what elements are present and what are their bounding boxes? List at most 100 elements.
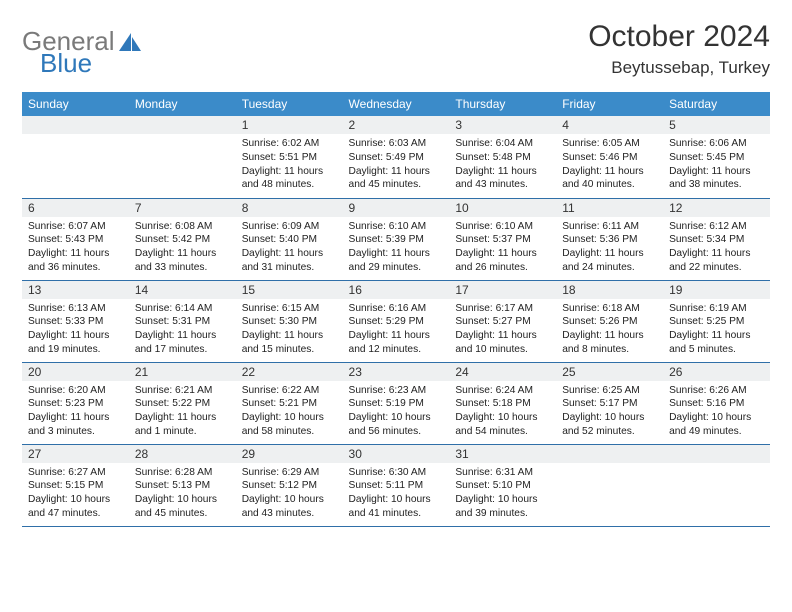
calendar-week: 6Sunrise: 6:07 AMSunset: 5:43 PMDaylight… [22, 198, 770, 280]
day-number: 7 [129, 199, 236, 217]
day-details: Sunrise: 6:16 AMSunset: 5:29 PMDaylight:… [343, 299, 450, 361]
daylight-text: Daylight: 11 hours and 31 minutes. [242, 247, 337, 275]
day-number: 31 [449, 445, 556, 463]
day-number [22, 116, 129, 134]
daylight-text: Daylight: 10 hours and 58 minutes. [242, 411, 337, 439]
weekday-header: Sunday [22, 92, 129, 116]
day-details: Sunrise: 6:10 AMSunset: 5:37 PMDaylight:… [449, 217, 556, 279]
daylight-text: Daylight: 11 hours and 15 minutes. [242, 329, 337, 357]
calendar-cell: 20Sunrise: 6:20 AMSunset: 5:23 PMDayligh… [22, 362, 129, 444]
sunset-text: Sunset: 5:36 PM [562, 233, 657, 247]
calendar-table: SundayMondayTuesdayWednesdayThursdayFrid… [22, 92, 770, 527]
calendar-cell: 3Sunrise: 6:04 AMSunset: 5:48 PMDaylight… [449, 116, 556, 198]
sunrise-text: Sunrise: 6:06 AM [669, 137, 764, 151]
calendar-week: 27Sunrise: 6:27 AMSunset: 5:15 PMDayligh… [22, 444, 770, 526]
calendar-cell: 10Sunrise: 6:10 AMSunset: 5:37 PMDayligh… [449, 198, 556, 280]
daylight-text: Daylight: 11 hours and 5 minutes. [669, 329, 764, 357]
daylight-text: Daylight: 11 hours and 12 minutes. [349, 329, 444, 357]
calendar-cell: 17Sunrise: 6:17 AMSunset: 5:27 PMDayligh… [449, 280, 556, 362]
day-number: 10 [449, 199, 556, 217]
daylight-text: Daylight: 11 hours and 38 minutes. [669, 165, 764, 193]
weekday-row: SundayMondayTuesdayWednesdayThursdayFrid… [22, 92, 770, 116]
daylight-text: Daylight: 11 hours and 1 minute. [135, 411, 230, 439]
sunrise-text: Sunrise: 6:10 AM [455, 220, 550, 234]
day-details: Sunrise: 6:20 AMSunset: 5:23 PMDaylight:… [22, 381, 129, 443]
sunrise-text: Sunrise: 6:22 AM [242, 384, 337, 398]
calendar-cell: 23Sunrise: 6:23 AMSunset: 5:19 PMDayligh… [343, 362, 450, 444]
day-details: Sunrise: 6:24 AMSunset: 5:18 PMDaylight:… [449, 381, 556, 443]
calendar-cell: 8Sunrise: 6:09 AMSunset: 5:40 PMDaylight… [236, 198, 343, 280]
day-number [129, 116, 236, 134]
weekday-header: Friday [556, 92, 663, 116]
weekday-header: Saturday [663, 92, 770, 116]
daylight-text: Daylight: 11 hours and 19 minutes. [28, 329, 123, 357]
daylight-text: Daylight: 11 hours and 26 minutes. [455, 247, 550, 275]
sunset-text: Sunset: 5:30 PM [242, 315, 337, 329]
day-number: 3 [449, 116, 556, 134]
daylight-text: Daylight: 11 hours and 36 minutes. [28, 247, 123, 275]
calendar-cell: 16Sunrise: 6:16 AMSunset: 5:29 PMDayligh… [343, 280, 450, 362]
daylight-text: Daylight: 11 hours and 8 minutes. [562, 329, 657, 357]
location: Beytussebap, Turkey [588, 58, 770, 78]
sunset-text: Sunset: 5:22 PM [135, 397, 230, 411]
sunset-text: Sunset: 5:33 PM [28, 315, 123, 329]
calendar-cell: 1Sunrise: 6:02 AMSunset: 5:51 PMDaylight… [236, 116, 343, 198]
calendar-cell: 14Sunrise: 6:14 AMSunset: 5:31 PMDayligh… [129, 280, 236, 362]
day-number: 4 [556, 116, 663, 134]
day-details: Sunrise: 6:29 AMSunset: 5:12 PMDaylight:… [236, 463, 343, 525]
sunrise-text: Sunrise: 6:31 AM [455, 466, 550, 480]
day-number: 16 [343, 281, 450, 299]
daylight-text: Daylight: 11 hours and 29 minutes. [349, 247, 444, 275]
day-details: Sunrise: 6:13 AMSunset: 5:33 PMDaylight:… [22, 299, 129, 361]
daylight-text: Daylight: 11 hours and 33 minutes. [135, 247, 230, 275]
daylight-text: Daylight: 11 hours and 17 minutes. [135, 329, 230, 357]
day-details: Sunrise: 6:10 AMSunset: 5:39 PMDaylight:… [343, 217, 450, 279]
calendar-cell: 9Sunrise: 6:10 AMSunset: 5:39 PMDaylight… [343, 198, 450, 280]
calendar-cell: 29Sunrise: 6:29 AMSunset: 5:12 PMDayligh… [236, 444, 343, 526]
day-number: 6 [22, 199, 129, 217]
calendar-cell: 4Sunrise: 6:05 AMSunset: 5:46 PMDaylight… [556, 116, 663, 198]
calendar-page: General October 2024 Beytussebap, Turkey… [0, 0, 792, 547]
calendar-cell: 13Sunrise: 6:13 AMSunset: 5:33 PMDayligh… [22, 280, 129, 362]
calendar-cell: 22Sunrise: 6:22 AMSunset: 5:21 PMDayligh… [236, 362, 343, 444]
day-number [663, 445, 770, 463]
sunset-text: Sunset: 5:16 PM [669, 397, 764, 411]
day-details: Sunrise: 6:30 AMSunset: 5:11 PMDaylight:… [343, 463, 450, 525]
day-number: 25 [556, 363, 663, 381]
day-number: 2 [343, 116, 450, 134]
calendar-cell: 19Sunrise: 6:19 AMSunset: 5:25 PMDayligh… [663, 280, 770, 362]
day-number: 8 [236, 199, 343, 217]
day-number: 22 [236, 363, 343, 381]
sunset-text: Sunset: 5:11 PM [349, 479, 444, 493]
day-number: 30 [343, 445, 450, 463]
day-details: Sunrise: 6:22 AMSunset: 5:21 PMDaylight:… [236, 381, 343, 443]
day-details: Sunrise: 6:09 AMSunset: 5:40 PMDaylight:… [236, 217, 343, 279]
calendar-body: 1Sunrise: 6:02 AMSunset: 5:51 PMDaylight… [22, 116, 770, 526]
calendar-cell: 31Sunrise: 6:31 AMSunset: 5:10 PMDayligh… [449, 444, 556, 526]
sunrise-text: Sunrise: 6:12 AM [669, 220, 764, 234]
calendar-cell [663, 444, 770, 526]
daylight-text: Daylight: 10 hours and 52 minutes. [562, 411, 657, 439]
calendar-cell: 15Sunrise: 6:15 AMSunset: 5:30 PMDayligh… [236, 280, 343, 362]
day-details: Sunrise: 6:03 AMSunset: 5:49 PMDaylight:… [343, 134, 450, 196]
sunset-text: Sunset: 5:51 PM [242, 151, 337, 165]
day-number: 24 [449, 363, 556, 381]
day-number: 26 [663, 363, 770, 381]
daylight-text: Daylight: 11 hours and 43 minutes. [455, 165, 550, 193]
sunrise-text: Sunrise: 6:11 AM [562, 220, 657, 234]
sunset-text: Sunset: 5:46 PM [562, 151, 657, 165]
weekday-header: Monday [129, 92, 236, 116]
sunset-text: Sunset: 5:27 PM [455, 315, 550, 329]
day-details: Sunrise: 6:08 AMSunset: 5:42 PMDaylight:… [129, 217, 236, 279]
day-details: Sunrise: 6:11 AMSunset: 5:36 PMDaylight:… [556, 217, 663, 279]
day-details: Sunrise: 6:21 AMSunset: 5:22 PMDaylight:… [129, 381, 236, 443]
sunset-text: Sunset: 5:48 PM [455, 151, 550, 165]
sunrise-text: Sunrise: 6:25 AM [562, 384, 657, 398]
daylight-text: Daylight: 10 hours and 47 minutes. [28, 493, 123, 521]
day-number: 11 [556, 199, 663, 217]
sunrise-text: Sunrise: 6:02 AM [242, 137, 337, 151]
sunset-text: Sunset: 5:39 PM [349, 233, 444, 247]
sunset-text: Sunset: 5:13 PM [135, 479, 230, 493]
day-details: Sunrise: 6:25 AMSunset: 5:17 PMDaylight:… [556, 381, 663, 443]
sunrise-text: Sunrise: 6:24 AM [455, 384, 550, 398]
